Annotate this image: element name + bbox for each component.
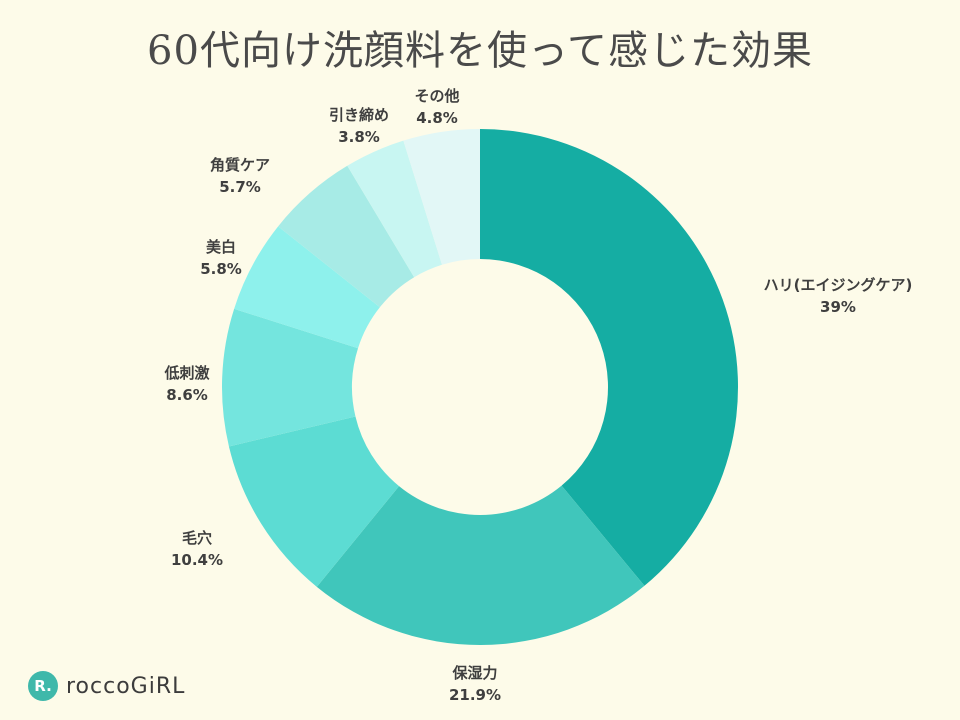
slice-6 — [347, 140, 442, 278]
slice-value-2: 10.4% — [171, 551, 223, 569]
slice-label-0: ハリ(エイジングケア) — [764, 276, 913, 294]
slice-value-0: 39% — [820, 298, 856, 316]
slice-label-2: 毛穴 — [182, 529, 212, 547]
slice-7 — [403, 129, 480, 265]
chart-title: 60代向け洗顔料を使って感じた効果 — [147, 28, 813, 74]
slice-2 — [228, 416, 400, 587]
brand-name: roccoGiRL — [66, 673, 186, 699]
slice-label-1: 保湿力 — [451, 664, 497, 682]
slice-value-3: 8.6% — [166, 386, 208, 404]
slice-3 — [222, 308, 359, 447]
brand-mark-icon: R. — [28, 671, 58, 701]
brand-logo: R. roccoGiRL — [28, 671, 185, 701]
slice-value-4: 5.8% — [200, 260, 242, 278]
slice-value-5: 5.7% — [219, 178, 261, 196]
slice-label-4: 美白 — [206, 238, 236, 256]
slice-0 — [480, 129, 738, 586]
slice-value-7: 4.8% — [416, 109, 458, 127]
slice-label-3: 低刺激 — [163, 364, 210, 382]
slice-label-5: 角質ケア — [210, 156, 270, 174]
slice-value-1: 21.9% — [449, 686, 501, 704]
slice-4 — [234, 226, 380, 349]
slice-label-6: 引き締め — [329, 106, 389, 124]
slice-value-6: 3.8% — [338, 128, 380, 146]
slice-5 — [278, 165, 415, 308]
slice-label-7: その他 — [414, 87, 459, 105]
slice-1 — [316, 485, 645, 645]
